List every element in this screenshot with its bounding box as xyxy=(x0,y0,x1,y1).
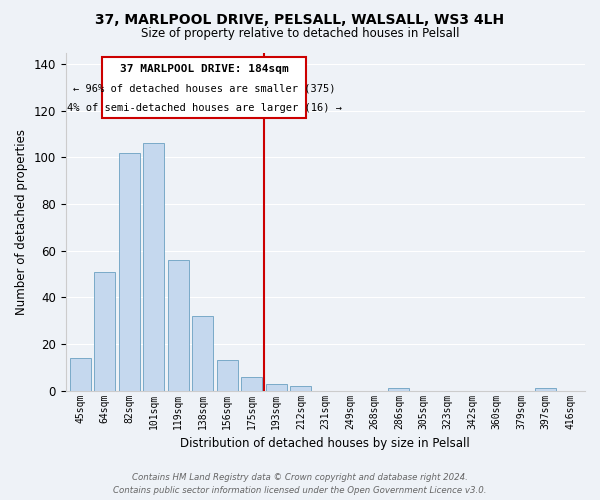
Bar xyxy=(290,386,311,390)
Text: ← 96% of detached houses are smaller (375): ← 96% of detached houses are smaller (37… xyxy=(73,84,335,94)
Bar xyxy=(535,388,556,390)
Bar xyxy=(94,272,115,390)
Text: Contains HM Land Registry data © Crown copyright and database right 2024.
Contai: Contains HM Land Registry data © Crown c… xyxy=(113,473,487,495)
Bar xyxy=(70,358,91,390)
Text: 4% of semi-detached houses are larger (16) →: 4% of semi-detached houses are larger (1… xyxy=(67,102,341,113)
Y-axis label: Number of detached properties: Number of detached properties xyxy=(15,128,28,314)
Bar xyxy=(241,376,262,390)
X-axis label: Distribution of detached houses by size in Pelsall: Distribution of detached houses by size … xyxy=(181,437,470,450)
Text: Size of property relative to detached houses in Pelsall: Size of property relative to detached ho… xyxy=(141,28,459,40)
Text: 37, MARLPOOL DRIVE, PELSALL, WALSALL, WS3 4LH: 37, MARLPOOL DRIVE, PELSALL, WALSALL, WS… xyxy=(95,12,505,26)
FancyBboxPatch shape xyxy=(103,57,306,118)
Bar xyxy=(119,153,140,390)
Bar xyxy=(388,388,409,390)
Bar xyxy=(266,384,287,390)
Bar xyxy=(168,260,189,390)
Bar xyxy=(143,144,164,390)
Bar xyxy=(217,360,238,390)
Text: 37 MARLPOOL DRIVE: 184sqm: 37 MARLPOOL DRIVE: 184sqm xyxy=(119,64,289,74)
Bar xyxy=(193,316,213,390)
